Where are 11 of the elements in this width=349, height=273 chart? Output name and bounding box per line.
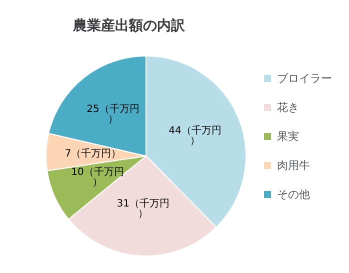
legend-label: 果実 xyxy=(277,130,299,143)
legend-label: その他 xyxy=(277,188,310,201)
legend-label: 花き xyxy=(277,101,299,114)
chart-title: 農業産出額の内訳 xyxy=(72,17,186,34)
legend-label: 肉用牛 xyxy=(277,159,310,172)
data-label: 10（千万円） xyxy=(71,166,124,188)
data-label: 7（千万円） xyxy=(64,147,122,160)
data-label: 44（千万円） xyxy=(168,124,222,146)
legend-label: ブロイラー xyxy=(277,72,332,85)
data-label: 31（千万円） xyxy=(116,197,170,220)
data-label: 25（千万円） xyxy=(86,103,140,125)
